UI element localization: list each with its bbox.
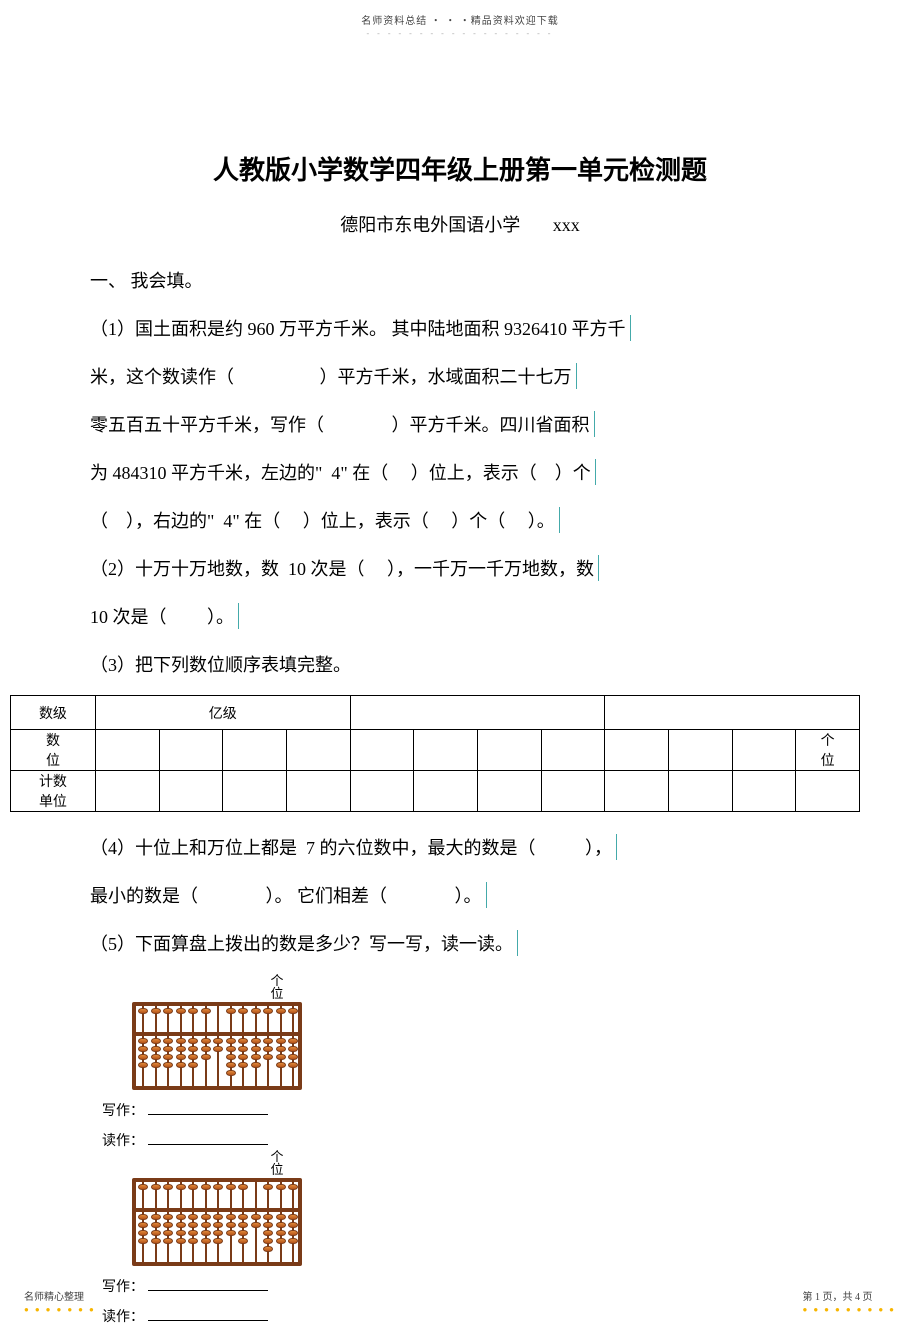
abacus-right-panel: 个位 写作： 读作：	[102, 1150, 332, 1326]
footer-left: 名师精心整理 ● ● ● ● ● ● ●	[24, 1288, 96, 1314]
abacus-left-panel: 个位 写作： 读作：	[102, 974, 332, 1150]
abacus-marker-left: 个位	[222, 974, 332, 1000]
cell-empty	[350, 696, 605, 730]
table-row: 数位 个位	[11, 730, 860, 771]
cell-ones-place: 个位	[796, 730, 860, 771]
place-value-table: 数级 亿级 数位 个位 计数单位	[10, 695, 860, 812]
abacus-marker-right: 个位	[222, 1150, 332, 1176]
table-row: 数级 亿级	[11, 696, 860, 730]
top-header-text: 名师资料总结 ・ ・ ・精品资料欢迎下载	[0, 12, 920, 27]
question-3-text: （3）把下列数位顺序表填完整。	[90, 647, 830, 677]
section-heading: 一、 我会填。	[90, 267, 830, 293]
question-1: （1）国土面积是约 960 万平方千米。 其中陆地面积 9326410 平方千 …	[90, 311, 830, 533]
header-dots: - - - - - - - - - - - - - - - - - -	[0, 29, 920, 38]
page-title: 人教版小学数学四年级上册第一单元检测题	[90, 150, 830, 187]
cell-digit-label: 数位	[11, 730, 96, 771]
cell-empty	[605, 696, 860, 730]
footer-right: 第 1 页，共 4 页 ● ● ● ● ● ● ● ● ●	[803, 1288, 897, 1314]
school-name: 德阳市东电外国语小学	[340, 215, 520, 235]
question-5-text: （5）下面算盘上拨出的数是多少？写一写，读一读。	[90, 926, 830, 956]
cell-unit-label: 计数单位	[11, 771, 96, 812]
question-4: （4）十位上和万位上都是 7 的六位数中，最大的数是（ ）， 最小的数是（ ）。…	[90, 830, 830, 908]
abacus-left	[132, 1002, 302, 1090]
abacus-right	[132, 1178, 302, 1266]
table-row: 计数单位	[11, 771, 860, 812]
subtitle: 德阳市东电外国语小学 xxx	[90, 211, 830, 237]
question-2: （2）十万十万地数，数 10 次是（ ），一千万一千万地数，数 10 次是（ ）…	[90, 551, 830, 629]
cell-level-label: 数级	[11, 696, 96, 730]
cell-yi-level: 亿级	[95, 696, 350, 730]
author-name: xxx	[553, 215, 580, 235]
abacus-figures: 个位 写作： 读作： 个位 写作： 读作：	[102, 974, 582, 1326]
